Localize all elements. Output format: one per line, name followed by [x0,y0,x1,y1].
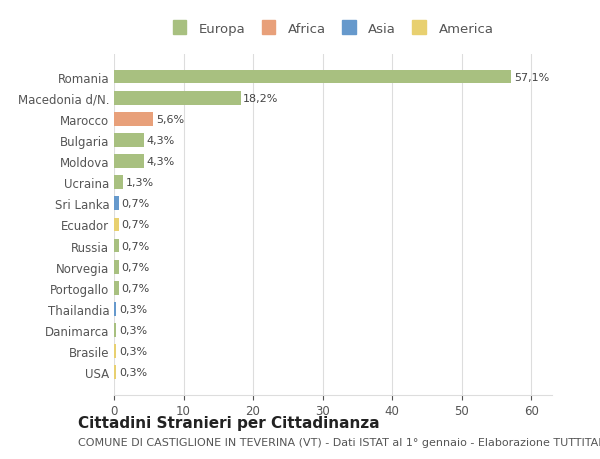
Text: 18,2%: 18,2% [244,94,278,103]
Text: 57,1%: 57,1% [514,73,549,82]
Bar [114,345,116,358]
Bar [114,197,119,211]
Text: 1,3%: 1,3% [126,178,154,188]
Bar [114,134,144,147]
Text: 0,7%: 0,7% [122,199,150,209]
Bar [114,324,116,337]
Legend: Europa, Africa, Asia, America: Europa, Africa, Asia, America [167,17,499,41]
Bar [114,281,119,295]
Bar [114,112,153,126]
Text: 0,3%: 0,3% [119,304,147,314]
Text: 0,3%: 0,3% [119,347,147,356]
Text: 4,3%: 4,3% [146,157,175,167]
Bar [114,260,119,274]
Text: 0,7%: 0,7% [122,283,150,293]
Text: 0,7%: 0,7% [122,241,150,251]
Text: 0,3%: 0,3% [119,368,147,377]
Text: 0,7%: 0,7% [122,262,150,272]
Bar [114,176,123,190]
Bar [114,92,241,105]
Bar [114,239,119,253]
Bar [114,71,511,84]
Text: Cittadini Stranieri per Cittadinanza: Cittadini Stranieri per Cittadinanza [78,415,380,430]
Text: COMUNE DI CASTIGLIONE IN TEVERINA (VT) - Dati ISTAT al 1° gennaio - Elaborazione: COMUNE DI CASTIGLIONE IN TEVERINA (VT) -… [78,437,600,447]
Bar [114,302,116,316]
Bar [114,155,144,168]
Bar [114,366,116,379]
Text: 0,7%: 0,7% [122,220,150,230]
Text: 4,3%: 4,3% [146,135,175,146]
Text: 0,3%: 0,3% [119,325,147,335]
Bar [114,218,119,232]
Text: 5,6%: 5,6% [156,115,184,124]
